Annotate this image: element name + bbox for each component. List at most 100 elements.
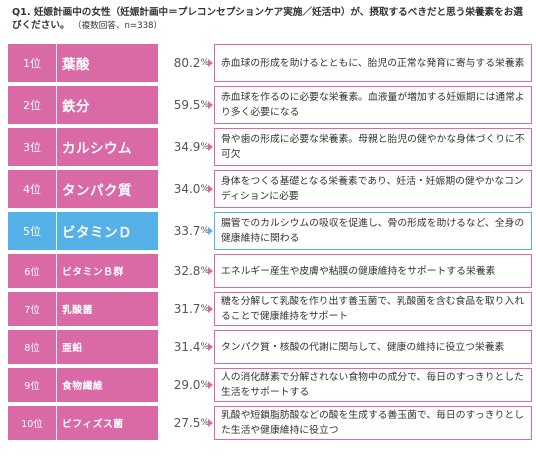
rank-label: 1位 bbox=[23, 57, 41, 70]
rank-label: 9位 bbox=[24, 381, 40, 392]
description-text: 糖を分解して乳酸を作り出す善玉菌で、乳酸菌を含む食品を取り入れることで健康維持を… bbox=[221, 296, 525, 322]
rank-label: 6位 bbox=[24, 267, 40, 278]
percent-box bbox=[158, 368, 212, 402]
cell-divider bbox=[56, 44, 57, 82]
percent-unit: % bbox=[200, 226, 209, 236]
percent-unit: % bbox=[200, 418, 209, 428]
nutrient-name: ビフィズス菌 bbox=[62, 419, 124, 430]
percent-cell: 59.5% bbox=[158, 86, 212, 124]
description-text: 赤血球の形成を助けるとともに、胎児の正常な発育に寄与する栄養素 bbox=[221, 57, 525, 69]
percent-box bbox=[158, 254, 212, 288]
cell-divider bbox=[56, 406, 57, 440]
percent-box bbox=[158, 406, 212, 440]
percent-value: 34.0 bbox=[173, 182, 201, 196]
pointer-arrow-icon bbox=[208, 343, 213, 351]
percent-cell: 34.0% bbox=[158, 170, 212, 208]
description-cell: 赤血球を作るのに必要な栄養素。血液量が増加する妊娠期には通常より多く必要になる bbox=[214, 86, 532, 124]
description-cell: 赤血球の形成を助けるとともに、胎児の正常な発育に寄与する栄養素 bbox=[214, 44, 532, 82]
description-cell: 乳酸や短鎖脂肪酸などの酸を生成する善玉菌で、毎日のすっきりとした生活や健康維持に… bbox=[214, 406, 532, 440]
description-cell: エネルギー産生や皮膚や粘膜の健康維持をサポートする栄養素 bbox=[214, 254, 532, 288]
table-row: 8位 亜鉛 31.4% タンパク質・核酸の代謝に関与して、健康の維持に役立つ栄養素 bbox=[8, 330, 532, 364]
pointer-arrow-icon bbox=[208, 419, 213, 427]
description-cell: 人の消化酵素で分解されない食物中の成分で、毎日のすっきりとした生活をサポートする bbox=[214, 368, 532, 402]
percent-unit: % bbox=[200, 58, 209, 68]
percent-cell: 31.7% bbox=[158, 292, 212, 326]
cell-divider bbox=[56, 368, 57, 402]
percent-cell: 32.8% bbox=[158, 254, 212, 288]
description-cell: 糖を分解して乳酸を作り出す善玉菌で、乳酸菌を含む食品を取り入れることで健康維持を… bbox=[214, 292, 532, 326]
percent-unit: % bbox=[200, 142, 209, 152]
table-row: 4位 タンパク質 34.0% 身体をつくる基礎となる栄養素であり、妊活・妊娠期の健やか… bbox=[8, 170, 532, 208]
nutrient-name: 鉄分 bbox=[62, 99, 90, 115]
table-row: 9位 食物繊維 29.0% 人の消化酵素で分解されない食物中の成分で、毎日のすっきりと… bbox=[8, 368, 532, 402]
table-row: 1位 葉酸 80.2% 赤血球の形成を助けるとともに、胎児の正常な発育に寄与する栄養素 bbox=[8, 44, 532, 82]
percent-value: 34.9 bbox=[173, 140, 201, 154]
nutrient-name: 乳酸菌 bbox=[62, 305, 93, 316]
percent-value: 31.4 bbox=[173, 340, 201, 354]
description-text: タンパク質・核酸の代謝に関与して、健康の維持に役立つ栄養素 bbox=[221, 341, 505, 353]
cell-divider bbox=[56, 170, 57, 208]
table-row: 3位 カルシウム 34.9% 骨や歯の形成に必要な栄養素。母親と胎児の健やかな身体づく… bbox=[8, 128, 532, 166]
nutrient-name: カルシウム bbox=[62, 141, 132, 157]
pointer-arrow-icon bbox=[208, 185, 213, 193]
rank-label: 10位 bbox=[21, 419, 43, 430]
percent-unit: % bbox=[200, 184, 209, 194]
percent-unit: % bbox=[200, 380, 209, 390]
percent-unit: % bbox=[200, 304, 209, 314]
description-cell: 身体をつくる基礎となる栄養素であり、妊活・妊娠期の健やかなコンディションに必要 bbox=[214, 170, 532, 208]
percent-value: 31.7 bbox=[173, 302, 201, 316]
table-row: 5位 ビタミンＤ 33.7% 腸管でのカルシウムの吸収を促進し、骨の形成を助けるなど、… bbox=[8, 212, 532, 250]
percent-value: 29.0 bbox=[173, 378, 201, 392]
rank-label: 5位 bbox=[23, 225, 41, 238]
percent-box bbox=[158, 128, 212, 166]
description-cell: 骨や歯の形成に必要な栄養素。母親と胎児の健やかな身体づくりに不可欠 bbox=[214, 128, 532, 166]
question-note: （複数回答、n=338） bbox=[72, 21, 163, 31]
table-row: 10位 ビフィズス菌 27.5% 乳酸や短鎖脂肪酸などの酸を生成する善玉菌で、毎日のす… bbox=[8, 406, 532, 440]
description-text: 腸管でのカルシウムの吸収を促進し、骨の形成を助けるなど、全身の健康維持に関わる bbox=[221, 218, 525, 244]
percent-value: 27.5 bbox=[173, 416, 201, 430]
percent-unit: % bbox=[200, 342, 209, 352]
ranking-table: 1位 葉酸 80.2% 赤血球の形成を助けるとともに、胎児の正常な発育に寄与する栄養素… bbox=[8, 44, 532, 444]
percent-cell: 31.4% bbox=[158, 330, 212, 364]
percent-cell: 80.2% bbox=[158, 44, 212, 82]
percent-box bbox=[158, 212, 212, 250]
cell-divider bbox=[56, 292, 57, 326]
rank-label: 4位 bbox=[23, 183, 41, 196]
rank-label: 2位 bbox=[23, 99, 41, 112]
nutrient-name: タンパク質 bbox=[62, 183, 132, 199]
nutrient-name: ビタミンＤ bbox=[62, 225, 132, 241]
cell-divider bbox=[56, 128, 57, 166]
question-title: Q1. 妊娠計画中の女性（妊娠計画中＝プレコンセプションケア実施／妊活中）が、摂… bbox=[12, 6, 532, 33]
percent-box bbox=[158, 330, 212, 364]
description-cell: 腸管でのカルシウムの吸収を促進し、骨の形成を助けるなど、全身の健康維持に関わる bbox=[214, 212, 532, 250]
description-text: エネルギー産生や皮膚や粘膜の健康維持をサポートする栄養素 bbox=[221, 265, 496, 277]
percent-value: 80.2 bbox=[173, 56, 201, 70]
percent-unit: % bbox=[200, 266, 209, 276]
nutrient-name: 葉酸 bbox=[62, 57, 90, 73]
percent-cell: 33.7% bbox=[158, 212, 212, 250]
percent-box bbox=[158, 44, 212, 82]
pointer-arrow-icon bbox=[208, 227, 213, 235]
pointer-arrow-icon bbox=[208, 59, 213, 67]
cell-divider bbox=[56, 254, 57, 288]
description-text: 骨や歯の形成に必要な栄養素。母親と胎児の健やかな身体づくりに不可欠 bbox=[221, 134, 525, 160]
percent-box bbox=[158, 86, 212, 124]
rank-label: 7位 bbox=[24, 305, 40, 316]
description-text: 人の消化酵素で分解されない食物中の成分で、毎日のすっきりとした生活をサポートする bbox=[221, 372, 524, 398]
percent-value: 33.7 bbox=[173, 224, 201, 238]
description-cell: タンパク質・核酸の代謝に関与して、健康の維持に役立つ栄養素 bbox=[214, 330, 532, 364]
percent-unit: % bbox=[200, 100, 209, 110]
pointer-arrow-icon bbox=[208, 101, 213, 109]
cell-divider bbox=[56, 212, 57, 250]
percent-cell: 29.0% bbox=[158, 368, 212, 402]
percent-cell: 27.5% bbox=[158, 406, 212, 440]
question-text: Q1. 妊娠計画中の女性（妊娠計画中＝プレコンセプションケア実施／妊活中）が、摂… bbox=[12, 7, 523, 31]
nutrient-name: ビタミンＢ群 bbox=[62, 267, 124, 278]
rank-label: 8位 bbox=[24, 343, 40, 354]
nutrient-name: 食物繊維 bbox=[62, 381, 104, 392]
percent-box bbox=[158, 292, 212, 326]
description-text: 赤血球を作るのに必要な栄養素。血液量が増加する妊娠期には通常より多く必要になる bbox=[221, 92, 525, 118]
pointer-arrow-icon bbox=[208, 267, 213, 275]
cell-divider bbox=[56, 330, 57, 364]
percent-value: 59.5 bbox=[173, 98, 201, 112]
